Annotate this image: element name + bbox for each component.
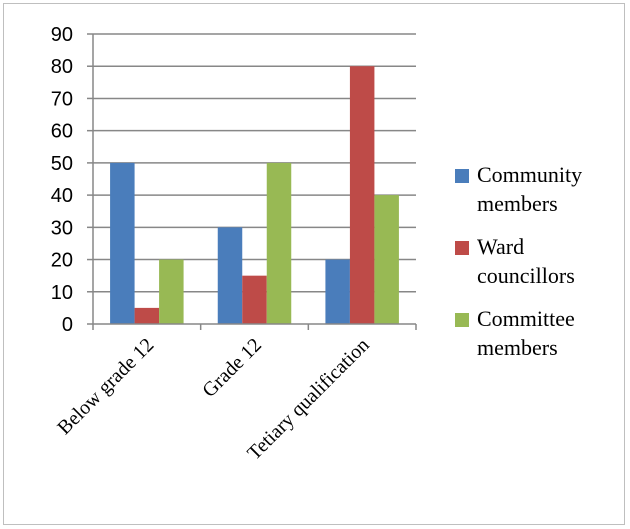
y-tick-label: 0 [62,314,73,336]
legend-swatch [455,313,469,327]
legend: Community members Ward councillors Committee… [455,162,582,360]
y-tick-labels: 0 10 20 30 40 50 60 70 80 90 [51,24,73,336]
bar-ward-councillors [134,307,160,324]
bars [110,66,399,324]
bar-community-members [110,162,135,324]
y-tick-label: 30 [51,217,73,239]
legend-label: Ward councillors [477,234,575,288]
legend-label: Community members [477,162,582,216]
y-tick-label: 20 [51,250,73,272]
y-tick-label: 60 [51,121,73,143]
bar-community-members [217,227,243,324]
y-tick-label: 50 [51,153,73,175]
y-tick-label: 80 [51,56,73,78]
y-tick-label: 10 [51,282,73,304]
y-tick-label: 90 [51,24,73,46]
bar-community-members [325,259,350,324]
y-tick-label: 40 [51,185,73,207]
chart-frame [3,3,625,525]
bar-committee-members [374,195,399,324]
axes [87,33,417,330]
y-tick-label: 70 [51,88,73,110]
bar-committee-members [266,162,292,324]
legend-swatch [455,169,469,183]
bar-ward-councillors [349,66,375,324]
legend-label: Committee members [477,306,575,360]
x-tick-label: Below grade 12 [53,334,158,439]
legend-swatch [455,241,469,255]
bar-ward-councillors [242,275,267,324]
x-tick-label: Grade 12 [198,334,266,402]
bar-committee-members [159,259,184,324]
x-tick-label: Tetiary qualification [243,334,373,464]
